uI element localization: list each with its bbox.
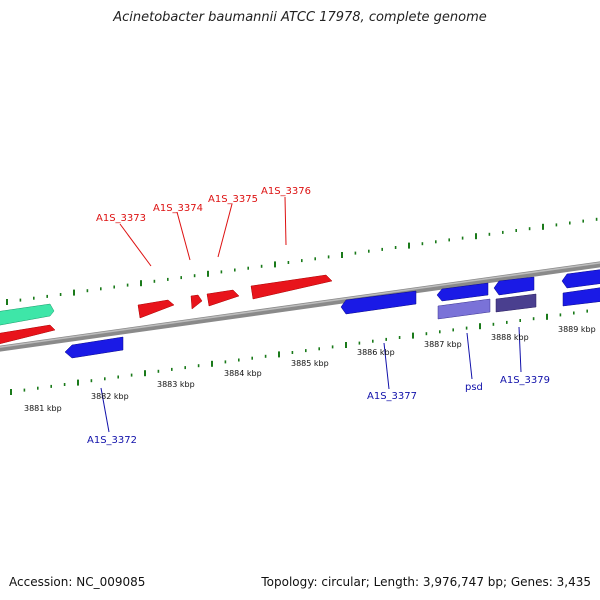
gene-label-A1S_3372[interactable]: A1S_3372 — [87, 435, 137, 446]
gene-label-A1S_3379[interactable]: A1S_3379 — [500, 375, 550, 386]
forward-gene-labels: A1S_3373 A1S_3374 A1S_3375 A1S_3376 — [96, 186, 311, 224]
gene-A1S_3379-lower[interactable] — [495, 293, 537, 313]
genome-backbone-highlight — [0, 262, 600, 348]
gene-A1S_3373[interactable] — [137, 299, 175, 319]
scale-label: 3887 kbp — [424, 340, 462, 349]
gene-A1S_3375[interactable] — [206, 289, 240, 307]
gene-A1S_3376[interactable] — [250, 274, 333, 300]
gene-psd-upper[interactable] — [436, 282, 489, 302]
forward-strand-genes — [0, 274, 333, 345]
gene-A1S_3371[interactable] — [0, 324, 56, 345]
reverse-strand-genes — [64, 269, 600, 359]
gene-label-A1S_3376[interactable]: A1S_3376 — [261, 186, 311, 197]
gene-A1S_3380-upper[interactable] — [561, 269, 600, 289]
gene-A1S_3380-lower[interactable] — [562, 287, 600, 307]
forward-label-leaders — [119, 196, 287, 267]
scale-labels: 3881 kbp 3882 kbp 3883 kbp 3884 kbp 3885… — [24, 325, 596, 413]
lower-tick-row — [10, 309, 589, 395]
gene-A1S_3378-upper[interactable] — [493, 276, 535, 296]
gene-label-A1S_3374[interactable]: A1S_3374 — [153, 203, 203, 214]
gene-label-psd[interactable]: psd — [465, 382, 483, 393]
gene-A1S_3377[interactable] — [340, 290, 417, 315]
gene-label-A1S_3377[interactable]: A1S_3377 — [367, 391, 417, 402]
genome-title: Acinetobacter baumannii ATCC 17978, comp… — [113, 10, 487, 25]
scale-label: 3885 kbp — [291, 359, 329, 368]
gene-A1S_3372[interactable] — [64, 336, 124, 359]
scale-label: 3881 kbp — [24, 404, 62, 413]
gene-label-A1S_3375[interactable]: A1S_3375 — [208, 194, 258, 205]
scale-label: 3882 kbp — [91, 392, 129, 401]
reverse-label-leaders — [100, 326, 522, 433]
reverse-gene-labels: A1S_3372 A1S_3377 psd A1S_3379 — [87, 375, 550, 446]
gene-label-A1S_3373[interactable]: A1S_3373 — [96, 213, 146, 224]
scale-label: 3888 kbp — [491, 333, 529, 342]
scale-label: 3886 kbp — [357, 348, 395, 357]
genome-backbone — [0, 261, 600, 352]
rna-gene[interactable] — [0, 303, 55, 326]
gene-psd-lower[interactable] — [437, 298, 491, 320]
genome-summary-text: Topology: circular; Length: 3,976,747 bp… — [261, 575, 591, 589]
upper-tick-row — [6, 217, 598, 305]
accession-text: Accession: NC_009085 — [9, 575, 146, 589]
gene-A1S_3374[interactable] — [190, 294, 203, 310]
scale-label: 3889 kbp — [558, 325, 596, 334]
scale-label: 3884 kbp — [224, 369, 262, 378]
scale-label: 3883 kbp — [157, 380, 195, 389]
